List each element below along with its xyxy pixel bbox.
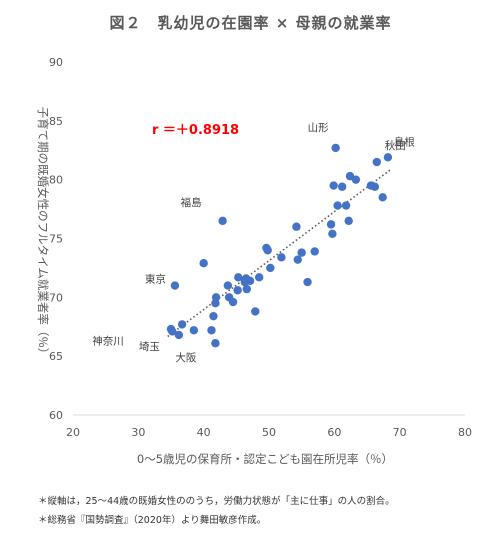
data-point — [170, 281, 180, 290]
y-tick-label: 85 — [49, 115, 63, 128]
point-label: 大阪 — [175, 351, 196, 364]
data-point — [207, 326, 216, 335]
data-point — [293, 255, 302, 264]
data-point — [383, 153, 393, 162]
x-tick-label: 50 — [262, 426, 276, 439]
data-point — [255, 273, 264, 282]
data-point — [168, 327, 177, 336]
data-points — [166, 143, 393, 348]
x-tick-labels: 20 30 40 50 60 70 80 — [66, 426, 472, 439]
trendline-segment — [167, 169, 391, 338]
y-tick-label: 70 — [49, 291, 63, 304]
data-point — [297, 248, 306, 257]
data-point — [341, 201, 351, 210]
point-label: 福島 — [181, 196, 202, 209]
y-tick-label: 75 — [49, 233, 63, 246]
x-tick-label: 80 — [458, 426, 472, 439]
data-point — [331, 143, 340, 153]
point-label: 島根 — [394, 135, 415, 148]
data-point — [337, 182, 347, 191]
correlation-annotation: r ＝＋0.8918 — [152, 123, 239, 138]
data-point — [251, 307, 260, 316]
footnote-source: ＊総務省『国勢調査』（2020年）より舞田敏彦作成。 — [38, 515, 267, 526]
data-point — [310, 247, 319, 256]
point-label: 山形 — [308, 122, 329, 134]
data-point — [242, 284, 251, 294]
x-tick-label: 30 — [131, 426, 145, 439]
data-point — [245, 276, 255, 286]
data-point — [234, 273, 243, 282]
data-point — [329, 181, 338, 190]
data-point — [209, 311, 218, 321]
data-point — [177, 320, 187, 329]
point-label: 秋田 — [385, 139, 406, 152]
point-label: 埼玉 — [139, 340, 160, 353]
data-point — [233, 286, 242, 295]
x-tick-label: 40 — [197, 426, 211, 439]
data-point — [199, 259, 208, 268]
point-label: 東京 — [145, 273, 166, 286]
data-point — [218, 216, 227, 226]
data-point — [263, 246, 272, 255]
data-point — [303, 277, 312, 287]
data-point — [326, 220, 336, 229]
y-tick-label: 80 — [49, 174, 63, 187]
data-point — [344, 216, 353, 226]
y-axis-label: 子育て期の既婚女性のフルタイム就業者率（％） — [36, 107, 50, 360]
data-point — [292, 222, 301, 231]
data-point — [174, 330, 184, 340]
y-tick-label: 60 — [49, 409, 63, 422]
trendline — [167, 169, 391, 338]
data-point — [372, 157, 381, 167]
y-tick-label: 90 — [49, 56, 63, 69]
footnote-definition: ＊縦軸は，25～44歳の既婚女性ののうち，労働力状態が「主に仕事」の人の割合。 — [38, 496, 395, 507]
x-tick-label: 60 — [327, 426, 341, 439]
data-point — [351, 175, 361, 184]
data-point — [223, 281, 233, 290]
x-tick-label: 70 — [393, 426, 407, 439]
x-tick-label: 20 — [66, 426, 80, 439]
data-point — [228, 297, 238, 307]
data-point — [189, 326, 199, 335]
data-point — [211, 339, 220, 348]
data-point — [277, 253, 286, 262]
x-axis-label: 0～5歳児の保育所・認定こども園在所児率（％） — [137, 452, 393, 466]
data-point — [211, 293, 221, 302]
data-point — [266, 263, 275, 273]
data-point — [328, 229, 337, 238]
y-tick-labels: 60 65 70 75 80 85 90 — [49, 56, 63, 422]
data-point — [370, 182, 380, 191]
data-point — [333, 201, 342, 210]
y-tick-label: 65 — [49, 350, 63, 363]
data-point — [378, 193, 387, 202]
chart-title: 図２ 乳幼児の在園率 × 母親の就業率 — [109, 14, 392, 32]
point-label: 神奈川 — [92, 334, 124, 347]
